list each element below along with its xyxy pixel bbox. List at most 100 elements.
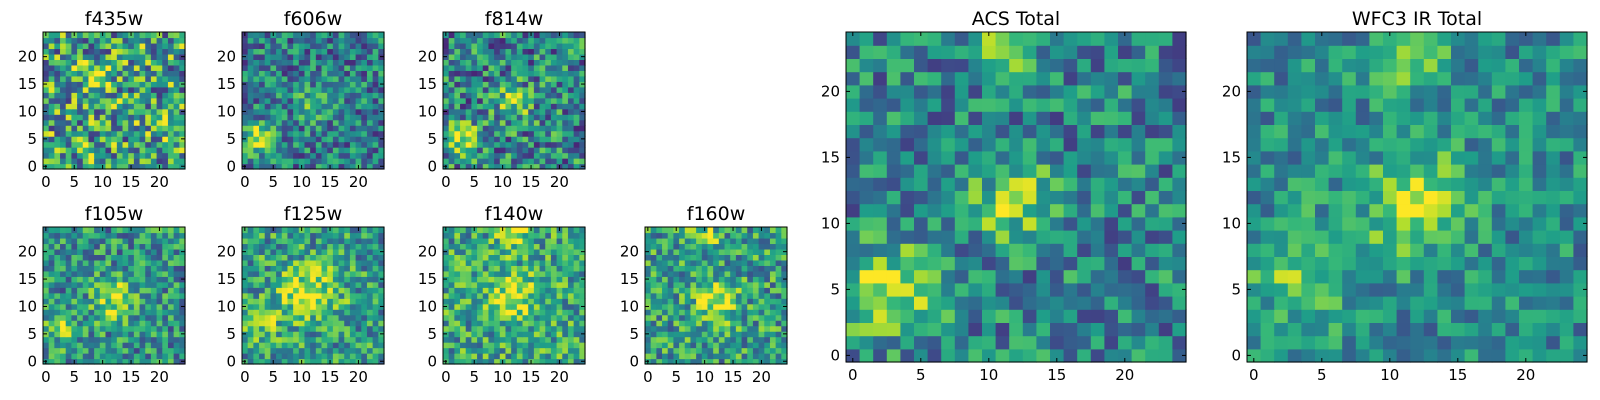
heatmap-cell	[338, 309, 345, 316]
heatmap-cell	[488, 59, 495, 66]
heatmap-cell	[156, 86, 163, 93]
heatmap-cell	[443, 281, 450, 288]
heatmap-cell	[116, 158, 124, 165]
heatmap-cell	[488, 108, 495, 115]
heatmap-cell	[259, 75, 266, 82]
heatmap-cell	[332, 342, 340, 349]
heatmap-cell	[511, 353, 518, 360]
heatmap-cell	[310, 81, 317, 88]
heatmap-cell	[448, 259, 455, 266]
heatmap-cell	[968, 322, 983, 337]
heatmap-cell	[310, 287, 317, 294]
x-tick-label: 15	[521, 368, 540, 386]
heatmap-cell	[1022, 32, 1037, 46]
heatmap-cell	[150, 314, 158, 321]
heatmap-cell	[111, 237, 118, 245]
heatmap-cell	[516, 336, 524, 343]
heatmap-cell	[270, 119, 277, 126]
heatmap-cell	[304, 331, 311, 338]
heatmap-cell	[173, 75, 180, 82]
heatmap-cell	[88, 42, 95, 50]
heatmap-cell	[516, 64, 524, 71]
heatmap-cell	[43, 119, 50, 126]
heatmap-cell	[276, 59, 283, 66]
heatmap-cell	[321, 331, 328, 338]
heatmap-cell	[886, 269, 901, 284]
heatmap-cell	[886, 98, 901, 112]
heatmap-cell	[128, 331, 135, 338]
heatmap-cell	[567, 119, 575, 126]
heatmap-cell	[448, 331, 455, 338]
heatmap-cell	[941, 137, 956, 152]
heatmap-cell	[327, 53, 334, 60]
heatmap-cell	[372, 331, 379, 338]
heatmap-cell	[304, 158, 311, 165]
heatmap-cell	[545, 227, 552, 234]
heatmap-cell	[562, 248, 569, 255]
heatmap-cell	[349, 320, 357, 327]
heatmap-cell	[443, 152, 450, 159]
heatmap-cell	[528, 48, 535, 55]
heatmap-cell	[94, 243, 101, 250]
heatmap-cell	[886, 243, 901, 257]
heatmap-cell	[276, 254, 283, 261]
heatmap-cell	[99, 92, 107, 99]
heatmap-cell	[150, 75, 158, 82]
heatmap-cell	[327, 141, 334, 148]
heatmap-cell	[264, 232, 271, 239]
heatmap-cell	[505, 81, 512, 88]
heatmap-cell	[1036, 216, 1051, 231]
heatmap-cell	[270, 265, 277, 272]
heatmap-cell	[139, 331, 146, 338]
heatmap-cell	[304, 281, 311, 288]
heatmap-cell	[378, 259, 385, 266]
heatmap-cell	[1104, 124, 1119, 139]
heatmap-cell	[448, 281, 455, 288]
heatmap-cell	[139, 86, 146, 93]
heatmap-cell	[1036, 164, 1051, 178]
heatmap-cell	[156, 53, 163, 60]
heatmap-cell	[567, 254, 575, 261]
heatmap-cell	[573, 320, 580, 327]
heatmap-cell	[528, 81, 535, 88]
heatmap-cell	[673, 320, 680, 327]
heatmap-cell	[545, 320, 552, 327]
heatmap-cell	[471, 320, 478, 327]
heatmap-cell	[366, 147, 374, 154]
heatmap-cell	[366, 42, 374, 50]
heatmap-cell	[355, 325, 362, 332]
heatmap-cell	[372, 237, 379, 245]
heatmap-cell	[133, 314, 141, 321]
heatmap-cell	[545, 309, 552, 316]
heatmap-cell	[133, 248, 141, 255]
heatmap-cell	[82, 32, 90, 39]
heatmap-cell	[355, 59, 362, 66]
heatmap-cell	[77, 298, 84, 305]
heatmap-cell	[724, 353, 731, 360]
heatmap-cell	[327, 292, 334, 299]
heatmap-cell	[162, 42, 169, 50]
heatmap-cell	[1090, 243, 1105, 257]
heatmap-cell	[77, 92, 84, 99]
heatmap-cell	[533, 309, 541, 316]
heatmap-cell	[167, 254, 175, 261]
heatmap-cell	[321, 320, 328, 327]
heatmap-cell	[65, 92, 72, 99]
heatmap-cell	[111, 281, 118, 288]
heatmap-cell	[287, 331, 294, 338]
heatmap-cell	[247, 152, 254, 159]
heatmap-cell	[545, 314, 552, 321]
heatmap-cell	[60, 32, 67, 39]
heatmap-cell	[77, 97, 84, 104]
heatmap-cell	[253, 270, 260, 277]
heatmap-cell	[253, 136, 260, 143]
heatmap-cell	[105, 70, 112, 77]
heatmap-cell	[941, 348, 956, 363]
heatmap-cell	[150, 259, 158, 266]
heatmap-cell	[494, 358, 501, 365]
heatmap-cell	[650, 292, 657, 299]
heatmap-cell	[443, 97, 450, 104]
heatmap-cell	[1036, 124, 1051, 139]
heatmap-cell	[477, 103, 484, 110]
